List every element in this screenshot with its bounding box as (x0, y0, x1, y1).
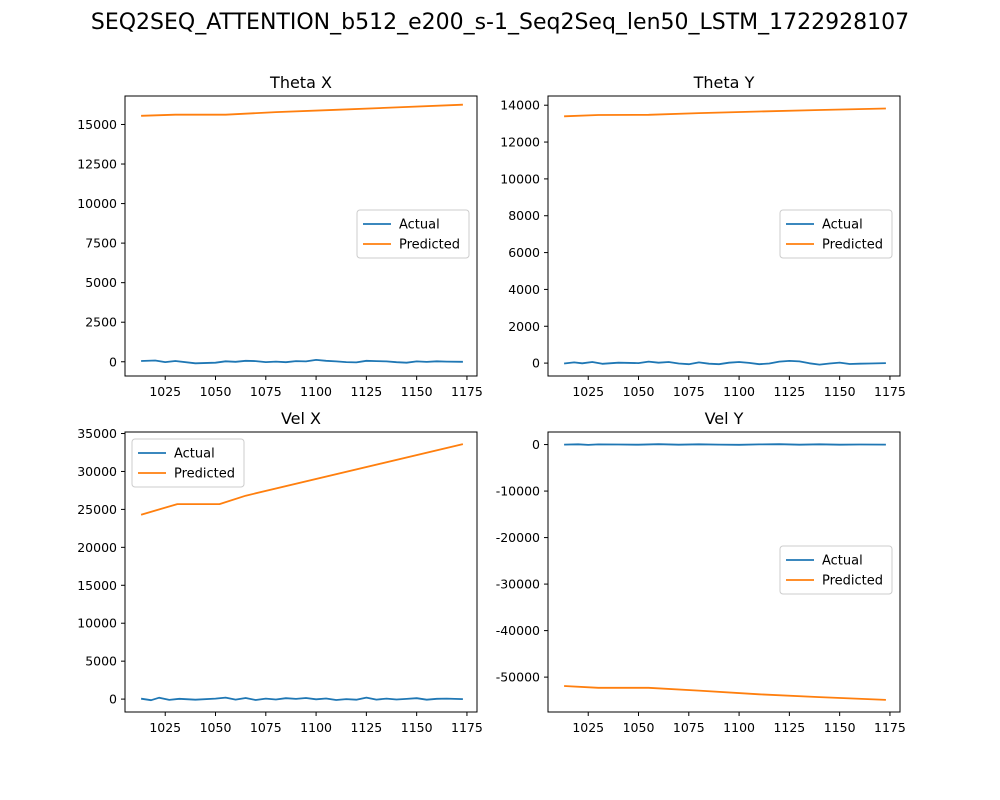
x-tick-label: 1025 (149, 720, 181, 735)
y-tick-label: 4000 (508, 282, 540, 297)
x-tick-label: 1150 (401, 384, 433, 399)
y-tick-label: 10000 (500, 171, 540, 186)
x-tick-label: 1050 (623, 720, 655, 735)
subplot-1: Theta X 1025 1050 1075 1100 1125 1150 1175 0 2500… (77, 73, 483, 399)
y-tick-label: -40000 (496, 623, 540, 638)
x-tick-label: 1025 (149, 384, 181, 399)
x-tick-label: 1075 (673, 720, 705, 735)
y-tick-label: 10000 (77, 196, 117, 211)
y-tick-label: 14000 (500, 98, 540, 113)
x-tick-label: 1100 (723, 720, 755, 735)
x-tick-label: 1125 (350, 384, 382, 399)
y-tick-label: 25000 (77, 502, 117, 517)
x-tick-label: 1100 (723, 384, 755, 399)
x-tick-label: 1025 (572, 384, 604, 399)
series-line-actual (564, 359, 886, 366)
x-tick-label: 1125 (773, 384, 805, 399)
subplot-3: Vel X 1025 1050 1075 1100 1125 1150 1175 0 5000 10… (77, 409, 483, 735)
y-tick-label: 15000 (77, 578, 117, 593)
x-tick-label: 1075 (250, 384, 282, 399)
y-tick-label: 2000 (508, 319, 540, 334)
legend-entry: Actual (399, 218, 440, 233)
x-tick-label: 1100 (300, 384, 332, 399)
y-tick-label: 0 (109, 692, 117, 707)
x-tick-label: 1050 (623, 384, 655, 399)
figure-title: SEQ2SEQ_ATTENTION_b512_e200_s-1_Seq2Seq_… (90, 10, 910, 35)
x-tick-label: 1050 (200, 720, 232, 735)
y-tick-label: -30000 (496, 577, 540, 592)
y-tick-label: 20000 (77, 540, 117, 555)
y-tick-label: 7500 (85, 236, 117, 251)
axes-frame (124, 95, 478, 377)
x-tick-label: 1175 (451, 720, 483, 735)
axes-frame (547, 95, 901, 377)
y-tick-label: 12500 (77, 157, 117, 172)
y-tick-label: 5000 (85, 654, 117, 669)
series-line-actual (564, 443, 886, 446)
legend: Actual Predicted (779, 209, 893, 259)
x-tick-label: 1175 (874, 384, 906, 399)
x-tick-label: 1125 (773, 720, 805, 735)
y-tick-label: 0 (109, 354, 117, 369)
y-tick-label: 2500 (85, 315, 117, 330)
y-tick-label: 0 (532, 437, 540, 452)
x-tick-label: 1075 (673, 384, 705, 399)
x-tick-label: 1150 (824, 384, 856, 399)
series-line-predicted (140, 443, 464, 516)
y-tick-label: 30000 (77, 464, 117, 479)
subplot-title: Theta Y (693, 73, 755, 92)
legend-entry: Actual (174, 447, 215, 462)
series-line-predicted (564, 685, 886, 701)
legend-box (779, 545, 893, 595)
legend: Actual Predicted (131, 438, 245, 488)
y-tick-label: 35000 (77, 426, 117, 441)
legend-entry: Predicted (822, 574, 883, 589)
series-line-actual (140, 696, 463, 702)
subplot-title: Vel Y (705, 409, 744, 428)
y-tick-label: -10000 (496, 484, 540, 499)
legend-entry: Actual (822, 554, 863, 569)
y-tick-label: -50000 (496, 670, 540, 685)
legend-entry: Predicted (822, 238, 883, 253)
y-tick-label: 6000 (508, 245, 540, 260)
y-tick-label: 0 (532, 356, 540, 371)
x-tick-label: 1175 (874, 720, 906, 735)
legend: Actual Predicted (779, 545, 893, 595)
x-tick-label: 1175 (451, 384, 483, 399)
x-tick-label: 1150 (401, 720, 433, 735)
y-tick-label: -20000 (496, 530, 540, 545)
legend-box (779, 209, 893, 259)
y-tick-label: 8000 (508, 208, 540, 223)
series-line-predicted (564, 107, 886, 118)
y-tick-label: 10000 (77, 616, 117, 631)
x-tick-label: 1125 (350, 720, 382, 735)
legend: Actual Predicted (356, 209, 470, 259)
subplot-title: Vel X (281, 409, 321, 428)
series-line-predicted (141, 103, 463, 117)
axes-frame (124, 431, 478, 713)
subplot-title: Theta X (269, 73, 332, 92)
y-tick-label: 12000 (500, 135, 540, 150)
x-tick-label: 1025 (572, 720, 604, 735)
legend-entry: Predicted (174, 467, 235, 482)
x-tick-label: 1050 (200, 384, 232, 399)
legend-entry: Actual (822, 218, 863, 233)
subplot-2: Theta Y 1025 1050 1075 1100 1125 1150 1175 0 2000… (500, 73, 906, 399)
y-tick-label: 5000 (85, 275, 117, 290)
axes-frame (547, 431, 901, 713)
x-tick-label: 1075 (250, 720, 282, 735)
x-tick-label: 1150 (824, 720, 856, 735)
subplot-4: Vel Y 1025 1050 1075 1100 1125 1150 1175 0 -10000… (496, 409, 906, 735)
series-line-actual (141, 358, 463, 365)
y-tick-label: 15000 (77, 117, 117, 132)
x-tick-label: 1100 (300, 720, 332, 735)
legend-box (131, 438, 245, 488)
legend-entry: Predicted (399, 238, 460, 253)
legend-box (356, 209, 470, 259)
